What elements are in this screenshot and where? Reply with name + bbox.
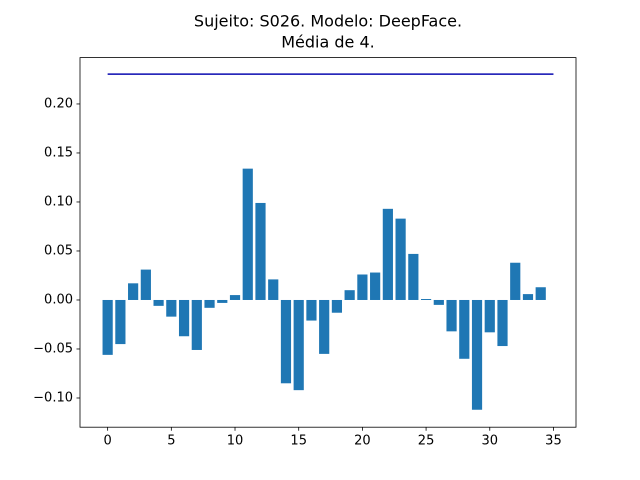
bar: [178, 299, 190, 337]
chart-subtitle: Média de 4.: [281, 33, 375, 52]
y-tick-label: 0.05: [44, 243, 73, 258]
x-tick-label: 5: [167, 434, 175, 449]
y-tick-label: 0.20: [44, 96, 73, 111]
bar: [535, 287, 546, 300]
y-tick-label: −0.05: [33, 341, 73, 356]
bar: [459, 299, 470, 359]
bar: [408, 253, 419, 300]
x-tick-label: 15: [290, 434, 307, 449]
x-tick-label: 0: [103, 434, 111, 449]
x-tick-label: 30: [481, 434, 498, 449]
bar: [510, 262, 521, 300]
bar: [293, 299, 304, 391]
y-tick-label: 0.15: [44, 145, 73, 160]
bar: [102, 299, 113, 355]
bar: [446, 299, 457, 332]
x-tick-label: 20: [354, 434, 371, 449]
bar: [128, 283, 139, 300]
bar: [484, 299, 495, 333]
bar: [471, 299, 483, 410]
bar: [522, 294, 534, 300]
bar: [382, 208, 393, 300]
bar: [268, 279, 279, 300]
bar: [433, 299, 444, 305]
bar: [153, 299, 164, 306]
bar: [166, 299, 177, 317]
bar: [229, 295, 241, 300]
bar: [242, 168, 253, 300]
bar: [140, 269, 151, 300]
bar: [255, 202, 266, 300]
chart-title: Sujeito: S026. Modelo: DeepFace.: [194, 12, 462, 31]
x-tick-label: 10: [227, 434, 244, 449]
bar: [395, 218, 406, 300]
axes-frame: [79, 57, 577, 428]
bar: [370, 272, 381, 300]
x-tick-label: 25: [418, 434, 435, 449]
bar: [497, 299, 508, 347]
bar: [319, 299, 330, 354]
bar: [344, 290, 355, 300]
bar: [331, 299, 343, 313]
bar: [420, 299, 432, 300]
bar: [357, 274, 368, 300]
y-tick-label: 0.10: [44, 194, 73, 209]
bar: [306, 299, 317, 321]
x-tick-label: 35: [545, 434, 562, 449]
bar: [280, 299, 292, 384]
bar: [115, 299, 126, 345]
bar: [217, 299, 228, 303]
bar: [191, 299, 202, 350]
bar: [204, 299, 215, 308]
y-tick-label: −0.10: [33, 390, 73, 405]
y-tick-label: 0.00: [44, 292, 73, 307]
